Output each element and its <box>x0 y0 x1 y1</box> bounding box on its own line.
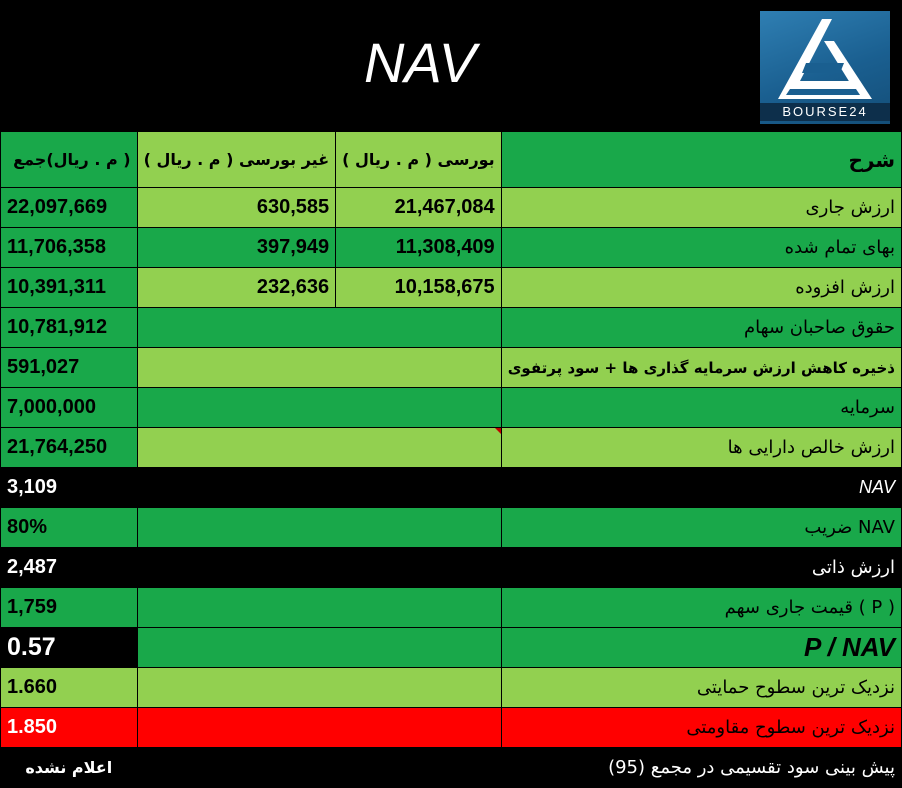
row-desc: بهای تمام شده <box>500 227 902 268</box>
table-row: 7,000,000 سرمایه <box>0 387 902 428</box>
total-value: 10,391,311 <box>0 267 138 308</box>
table-row: 1,759 ( P ) قیمت جاری سهم <box>0 587 902 628</box>
table-row: 10,781,912 حقوق صاحبان سهام <box>0 307 902 348</box>
row-desc: P / NAV <box>500 627 902 668</box>
bourse-value: 10,158,675 <box>335 267 502 308</box>
total-value: 7,000,000 <box>0 387 138 428</box>
total-value: 1.660 <box>0 667 138 708</box>
total-value: 1,759 <box>0 587 138 628</box>
empty-cell <box>136 707 502 748</box>
row-desc: حقوق صاحبان سهام <box>500 307 902 348</box>
empty-cell <box>136 547 502 588</box>
table-row: اعلام نشده پیش بینی سود تقسیمی در مجمع (… <box>0 747 902 788</box>
row-desc: NAV <box>500 467 902 508</box>
row-desc: ارزش خالص دارایی ها <box>500 427 902 468</box>
total-value: 10,781,912 <box>0 307 138 348</box>
row-desc: پیش بینی سود تقسیمی در مجمع (95) <box>500 747 902 788</box>
table-row: 80% NAV ضریب <box>0 507 902 548</box>
total-value: 80% <box>0 507 138 548</box>
row-desc: نزدیک ترین سطوح مقاومتی <box>500 707 902 748</box>
header-desc: شرح <box>500 131 902 188</box>
header-non-bourse: غیر بورسی ( م . ریال ) <box>136 131 337 188</box>
table-row: 591,027 ذخیره کاهش ارزش سرمایه گذاری ها … <box>0 347 902 388</box>
total-value: 22,097,669 <box>0 187 138 228</box>
empty-cell <box>136 507 502 548</box>
total-value: اعلام نشده <box>0 747 138 788</box>
row-desc: ارزش ذاتی <box>500 547 902 588</box>
table-row: 0.57 P / NAV <box>0 627 902 668</box>
table-row: 1.660 نزدیک ترین سطوح حمایتی <box>0 667 902 708</box>
empty-cell <box>136 587 502 628</box>
non-bourse-value: 397,949 <box>136 227 337 268</box>
table-row: 3,109 NAV <box>0 467 902 508</box>
row-desc: ذخیره کاهش ارزش سرمایه گذاری ها + سود پر… <box>500 347 902 388</box>
row-desc: نزدیک ترین سطوح حمایتی <box>500 667 902 708</box>
header-row: ( م . ریال)جمع غیر بورسی ( م . ریال ) بو… <box>0 131 902 188</box>
row-desc: ارزش افزوده <box>500 267 902 308</box>
logo-mark-icon <box>778 19 872 99</box>
total-value: 2,487 <box>0 547 138 588</box>
total-value: 3,109 <box>0 467 138 508</box>
bourse-value: 11,308,409 <box>335 227 502 268</box>
header: NAV BOURSE24 <box>0 0 902 131</box>
table-row: 1.850 نزدیک ترین سطوح مقاومتی <box>0 707 902 748</box>
header-bourse: بورسی ( م . ریال ) <box>335 131 502 188</box>
row-desc: ارزش جاری <box>500 187 902 228</box>
empty-cell <box>136 307 502 348</box>
header-total: ( م . ریال)جمع <box>0 131 138 188</box>
table-row: 22,097,669 630,585 21,467,084 ارزش جاری <box>0 187 902 228</box>
empty-cell <box>136 667 502 708</box>
total-value: 21,764,250 <box>0 427 138 468</box>
nav-table: ( م . ریال)جمع غیر بورسی ( م . ریال ) بو… <box>0 131 902 788</box>
total-value: 591,027 <box>0 347 138 388</box>
empty-cell <box>136 467 502 508</box>
logo-text: BOURSE24 <box>760 103 890 121</box>
table-row: 10,391,311 232,636 10,158,675 ارزش افزود… <box>0 267 902 308</box>
total-value: 1.850 <box>0 707 138 748</box>
row-desc: ( P ) قیمت جاری سهم <box>500 587 902 628</box>
row-desc: سرمایه <box>500 387 902 428</box>
bourse-value: 21,467,084 <box>335 187 502 228</box>
empty-cell <box>136 747 502 788</box>
empty-cell <box>136 347 502 388</box>
bourse24-logo: BOURSE24 <box>760 11 890 124</box>
total-value: 0.57 <box>0 627 138 668</box>
empty-cell <box>136 427 502 468</box>
table-row: 2,487 ارزش ذاتی <box>0 547 902 588</box>
non-bourse-value: 630,585 <box>136 187 337 228</box>
total-value: 11,706,358 <box>0 227 138 268</box>
page-title: NAV <box>363 31 477 94</box>
empty-cell <box>136 387 502 428</box>
non-bourse-value: 232,636 <box>136 267 337 308</box>
table-row: 11,706,358 397,949 11,308,409 بهای تمام … <box>0 227 902 268</box>
table-row: 21,764,250 ارزش خالص دارایی ها <box>0 427 902 468</box>
row-desc: NAV ضریب <box>500 507 902 548</box>
empty-cell <box>136 627 502 668</box>
